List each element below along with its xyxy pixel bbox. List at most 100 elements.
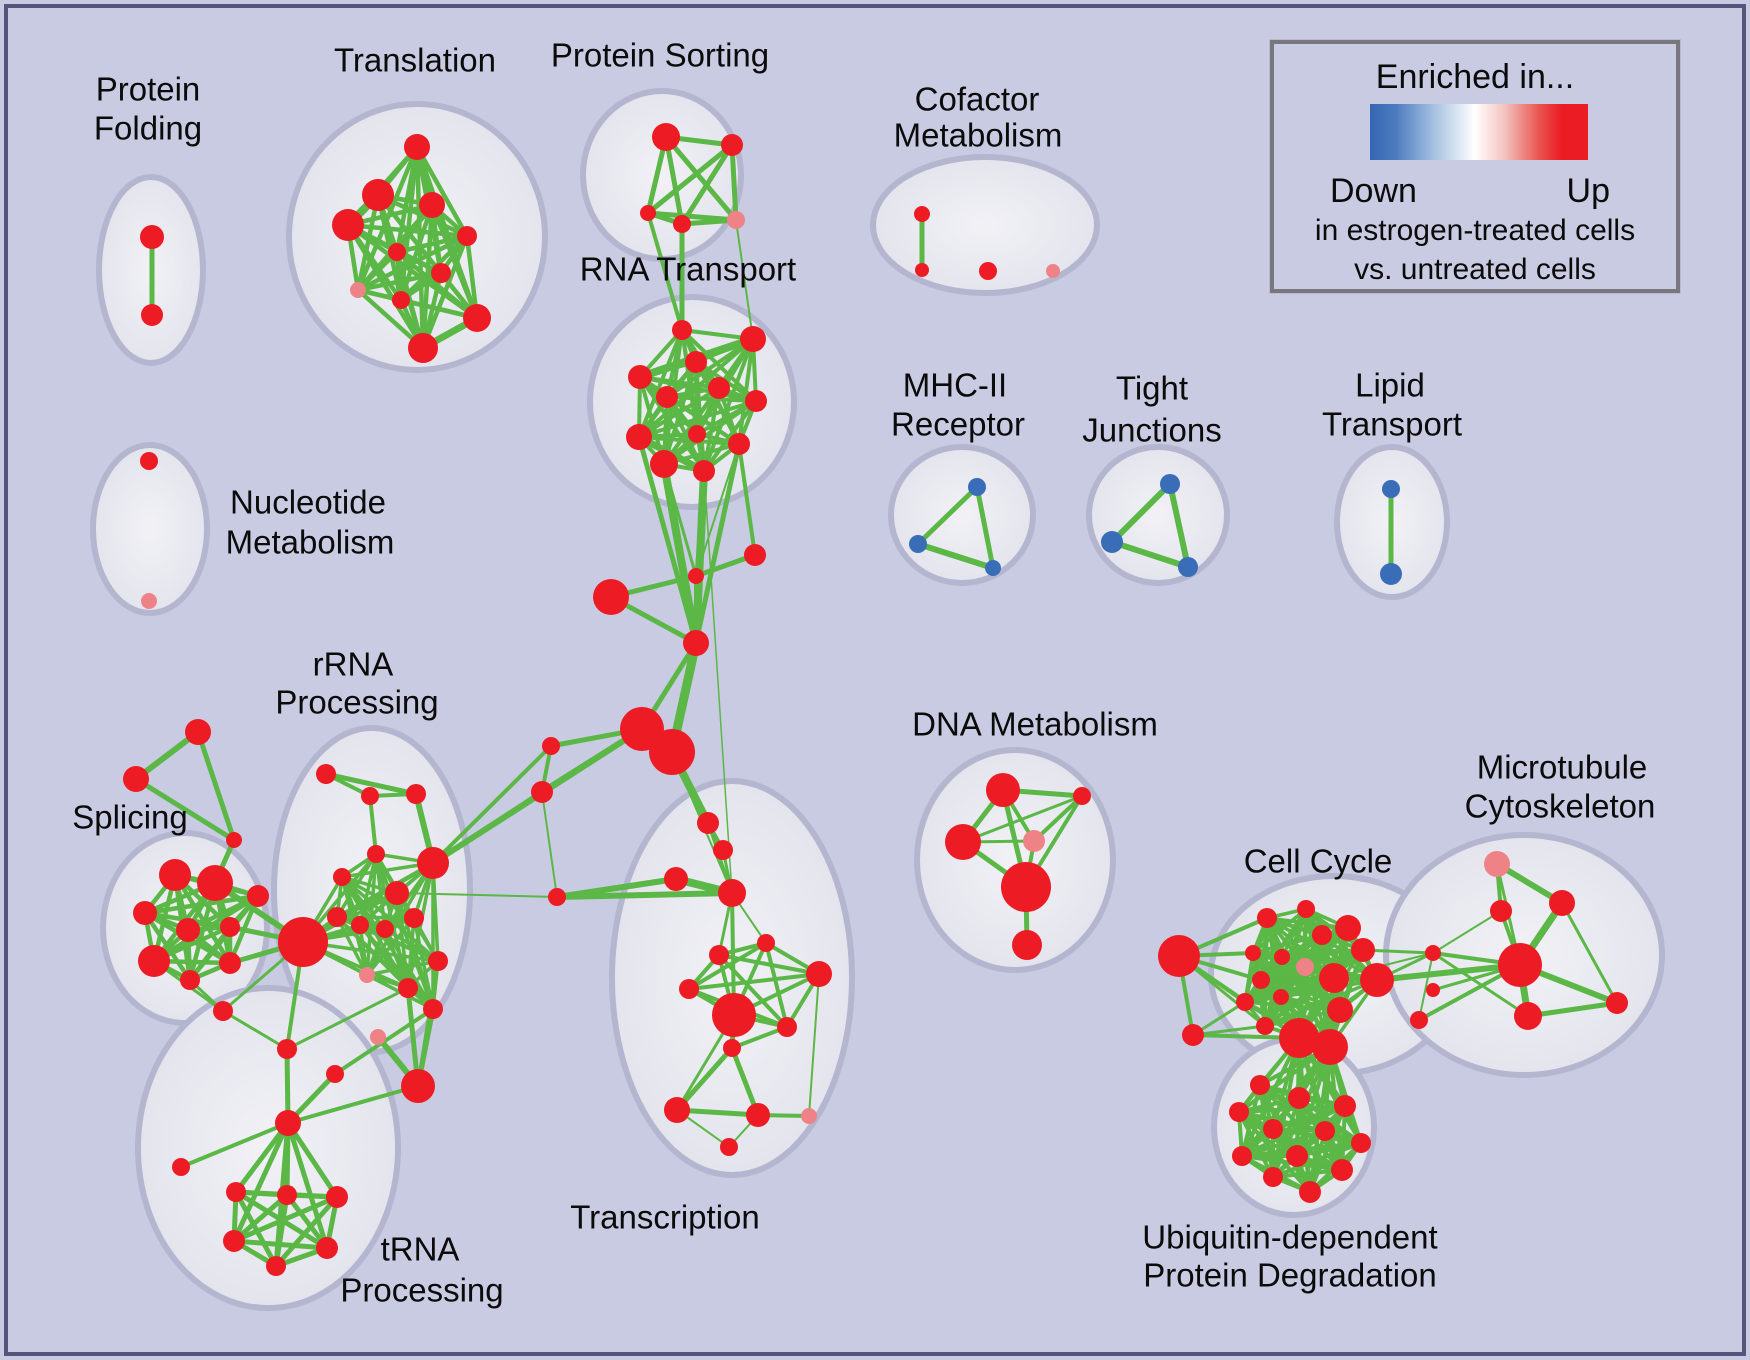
node-R4[interactable]: [367, 845, 385, 863]
node-PS3[interactable]: [640, 205, 656, 221]
node-U12[interactable]: [1299, 1181, 1321, 1203]
node-N1[interactable]: [140, 452, 158, 470]
node-TJ2[interactable]: [1101, 531, 1123, 553]
node-TR7[interactable]: [277, 1185, 297, 1205]
node-CM4[interactable]: [1046, 264, 1060, 278]
node-D3[interactable]: [945, 824, 981, 860]
node-T6[interactable]: [388, 243, 406, 261]
node-TR10[interactable]: [316, 1237, 338, 1259]
node-RT9[interactable]: [688, 425, 706, 443]
node-C5[interactable]: [1335, 915, 1361, 941]
node-C3[interactable]: [1257, 908, 1277, 928]
node-C13[interactable]: [1252, 971, 1270, 989]
node-Sc[interactable]: [226, 832, 242, 848]
node-PF1[interactable]: [140, 225, 164, 249]
node-TJ1[interactable]: [1160, 474, 1180, 494]
node-D1[interactable]: [986, 773, 1020, 807]
node-TC8[interactable]: [806, 961, 832, 987]
node-X6[interactable]: [531, 781, 553, 803]
node-PS5[interactable]: [727, 211, 745, 229]
node-C16[interactable]: [1327, 997, 1353, 1023]
node-T5[interactable]: [457, 226, 477, 246]
node-TC2[interactable]: [713, 840, 733, 860]
node-U2[interactable]: [1288, 1087, 1310, 1109]
node-C4[interactable]: [1297, 900, 1315, 918]
node-R14[interactable]: [428, 951, 448, 971]
node-U6[interactable]: [1315, 1121, 1335, 1141]
node-CM3[interactable]: [979, 262, 997, 280]
node-TC9[interactable]: [712, 993, 756, 1037]
node-U7[interactable]: [1351, 1133, 1371, 1153]
node-TR3[interactable]: [401, 1069, 435, 1103]
node-D6[interactable]: [1012, 930, 1042, 960]
node-TC13[interactable]: [746, 1103, 770, 1127]
node-LP1[interactable]: [1382, 480, 1400, 498]
node-Sb[interactable]: [123, 766, 149, 792]
node-R10[interactable]: [376, 920, 394, 938]
node-SP6[interactable]: [138, 945, 170, 977]
node-M2[interactable]: [1549, 890, 1575, 916]
node-H2[interactable]: [649, 729, 695, 775]
node-T7[interactable]: [431, 263, 451, 283]
node-TC1[interactable]: [697, 812, 719, 834]
node-TC11[interactable]: [723, 1039, 741, 1057]
node-TR2[interactable]: [326, 1065, 344, 1083]
node-SP7[interactable]: [180, 970, 200, 990]
node-U4[interactable]: [1229, 1102, 1249, 1122]
node-X1[interactable]: [688, 568, 704, 584]
node-R1[interactable]: [316, 764, 336, 784]
node-PS4[interactable]: [673, 215, 691, 233]
node-M4[interactable]: [1425, 945, 1441, 961]
node-R16[interactable]: [423, 999, 443, 1019]
node-R11[interactable]: [404, 908, 424, 928]
node-TC6[interactable]: [709, 945, 729, 965]
node-X7[interactable]: [548, 888, 566, 906]
node-TR6[interactable]: [226, 1182, 246, 1202]
node-D2[interactable]: [1073, 787, 1091, 805]
node-M1[interactable]: [1484, 851, 1510, 877]
node-C10[interactable]: [1296, 958, 1314, 976]
node-M5[interactable]: [1498, 943, 1542, 987]
node-SP9[interactable]: [219, 952, 241, 974]
node-T8[interactable]: [350, 282, 366, 298]
node-C17[interactable]: [1256, 1017, 1274, 1035]
node-PS2[interactable]: [721, 134, 743, 156]
node-M7[interactable]: [1606, 992, 1628, 1014]
node-T1[interactable]: [404, 134, 430, 160]
node-R6[interactable]: [333, 868, 351, 886]
node-X4[interactable]: [683, 630, 709, 656]
node-TR4[interactable]: [275, 1110, 301, 1136]
node-RT12[interactable]: [693, 460, 715, 482]
node-C15[interactable]: [1236, 993, 1254, 1011]
node-T10[interactable]: [463, 304, 491, 332]
node-RT8[interactable]: [626, 424, 652, 450]
node-SP2[interactable]: [197, 865, 233, 901]
node-Sa[interactable]: [185, 719, 211, 745]
node-X5[interactable]: [542, 737, 560, 755]
node-C14[interactable]: [1273, 989, 1289, 1005]
node-CM2[interactable]: [915, 263, 929, 277]
node-SP8[interactable]: [247, 885, 269, 907]
node-SP5[interactable]: [220, 917, 240, 937]
node-U11[interactable]: [1263, 1167, 1283, 1187]
node-M6[interactable]: [1514, 1002, 1542, 1030]
node-U10[interactable]: [1331, 1159, 1353, 1181]
node-RT10[interactable]: [728, 433, 750, 455]
node-R15[interactable]: [398, 978, 418, 998]
node-C12[interactable]: [1360, 963, 1394, 997]
node-N2[interactable]: [141, 593, 157, 609]
node-C1[interactable]: [1158, 935, 1200, 977]
node-R12[interactable]: [278, 917, 328, 967]
node-TR1[interactable]: [277, 1039, 297, 1059]
node-D5[interactable]: [1001, 862, 1051, 912]
node-R3[interactable]: [406, 784, 426, 804]
node-TC14[interactable]: [801, 1108, 817, 1124]
node-M9[interactable]: [1410, 1011, 1428, 1029]
node-M8[interactable]: [1426, 983, 1440, 997]
node-TC15[interactable]: [720, 1138, 738, 1156]
node-C9[interactable]: [1274, 949, 1290, 965]
node-U9[interactable]: [1286, 1145, 1308, 1167]
node-C18[interactable]: [1279, 1018, 1319, 1058]
node-T11[interactable]: [408, 333, 438, 363]
